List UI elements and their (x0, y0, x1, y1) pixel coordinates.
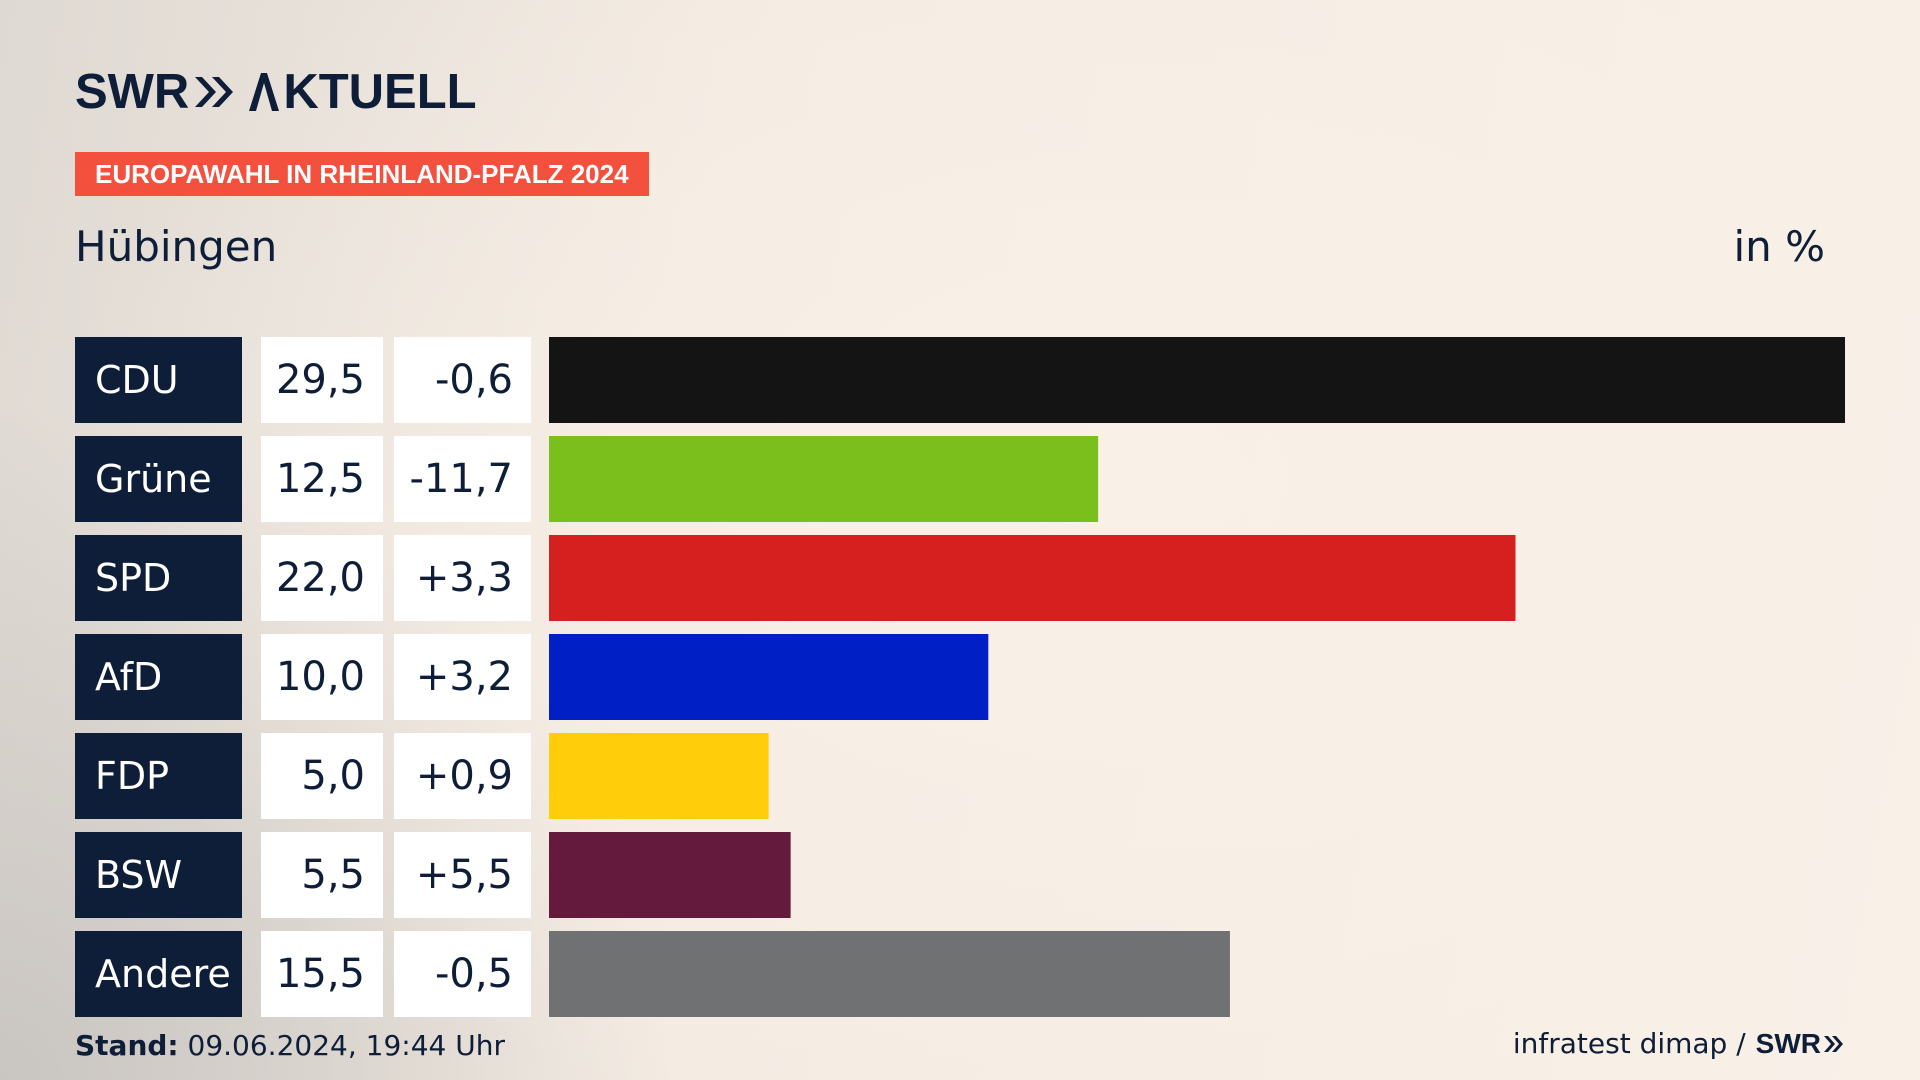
region-title: Hübingen (75, 222, 278, 271)
bar-fdp (549, 733, 769, 819)
vote-share-value: 10,0 (261, 634, 383, 720)
bar-cdu (549, 337, 1845, 423)
vote-share-value: 12,5 (261, 436, 383, 522)
vote-change-value: +0,9 (394, 733, 531, 819)
vote-change-value: -0,6 (394, 337, 531, 423)
bar-bsw (549, 832, 791, 918)
vote-change-value: +3,3 (394, 535, 531, 621)
party-label: Andere (75, 931, 242, 1017)
party-label: Grüne (75, 436, 242, 522)
vote-share-value: 15,5 (261, 931, 383, 1017)
bar-spd (549, 535, 1516, 621)
party-label: FDP (75, 733, 242, 819)
party-label: SPD (75, 535, 242, 621)
vote-share-value: 29,5 (261, 337, 383, 423)
election-badge: EUROPAWAHL IN RHEINLAND-PFALZ 2024 (75, 152, 649, 196)
vote-share-value: 22,0 (261, 535, 383, 621)
bar-andere (549, 931, 1230, 1017)
small-swr-logo: SWR (1756, 1028, 1845, 1060)
vote-change-value: +5,5 (394, 832, 531, 918)
vote-change-value: +3,2 (394, 634, 531, 720)
source-credit: infratest dimap / SWR (1513, 1027, 1845, 1060)
party-label: CDU (75, 337, 242, 423)
results-bar-chart (549, 337, 1845, 1017)
logo-lambda-a-icon (249, 73, 280, 111)
timestamp-label: Stand: (75, 1029, 179, 1062)
timestamp-value: 09.06.2024, 19:44 Uhr (178, 1029, 505, 1062)
small-swr-text: SWR (1755, 1027, 1821, 1059)
source-text: infratest dimap / (1512, 1027, 1746, 1060)
bar-gruene (549, 436, 1099, 522)
unit-label: in % (1733, 222, 1825, 271)
vote-change-value: -0,5 (394, 931, 531, 1017)
vote-change-value: -11,7 (394, 436, 531, 522)
timestamp: Stand: 09.06.2024, 19:44 Uhr (75, 1029, 505, 1062)
vote-share-value: 5,5 (261, 832, 383, 918)
double-chevron-icon (195, 77, 234, 107)
logo-swr-text: SWR (75, 64, 190, 119)
party-label: AfD (75, 634, 242, 720)
bar-afd (549, 634, 989, 720)
vote-share-value: 5,0 (261, 733, 383, 819)
logo-aktuell-text: KTUELL (283, 64, 477, 119)
party-label: BSW (75, 832, 242, 918)
swr-aktuell-logo: SWR KTUELL (75, 66, 477, 118)
small-double-chevron-icon (1824, 1035, 1843, 1052)
